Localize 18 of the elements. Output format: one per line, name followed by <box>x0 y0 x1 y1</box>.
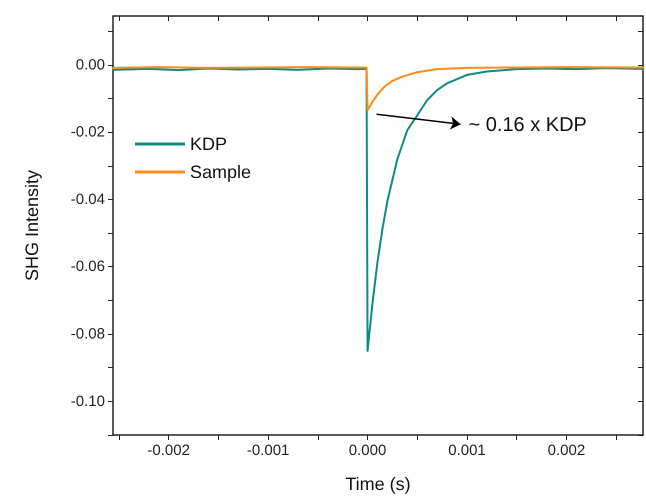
y-tick-label: -0.04 <box>70 190 105 208</box>
x-tick-label: -0.002 <box>147 442 190 459</box>
y-tick-label: -0.06 <box>70 258 105 276</box>
y-tick-label: 0.00 <box>76 56 105 74</box>
y-tick-label: -0.02 <box>70 124 105 141</box>
x-tick-label: -0.001 <box>246 442 290 459</box>
y-axis-title: SHG Intensity <box>22 170 42 282</box>
y-tick-label: -0.10 <box>70 392 105 410</box>
x-axis-title: Time (s) <box>345 474 411 494</box>
y-tick-label: -0.08 <box>70 326 105 343</box>
line-series <box>112 66 644 112</box>
annotation: ~ 0.16 x KDP <box>468 114 587 136</box>
legend-label: Sample <box>190 162 252 182</box>
x-tick-label: 0.000 <box>348 442 386 459</box>
line-series <box>112 67 644 352</box>
x-tick-label: 0.002 <box>548 442 586 459</box>
x-tick-label: 0.001 <box>448 442 486 459</box>
legend-label: KDP <box>190 134 228 154</box>
